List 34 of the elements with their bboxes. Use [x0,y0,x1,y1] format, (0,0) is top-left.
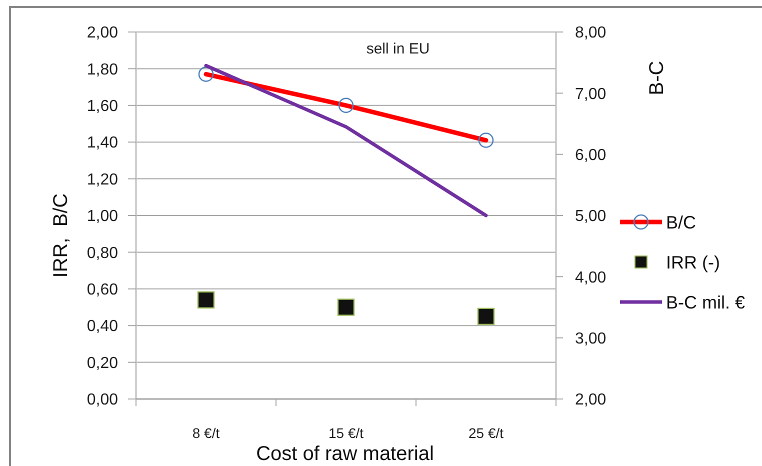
y2-tick-label: 6,00 [575,146,606,164]
annotation: sell in EU [366,40,430,58]
y-tick-label: 0,00 [86,392,118,409]
y2-tick-label: 4,00 [575,269,606,286]
y-tick-label: 2,00 [86,24,118,42]
y-tick-label: 1,40 [86,134,118,152]
y2-tick-label: 8,00 [575,24,606,42]
legend-label: B/C [666,212,696,232]
point [338,98,354,114]
point [477,308,495,326]
x-tick-label: 8 €/t [192,424,220,441]
point [198,66,214,82]
y2-axis-title: B-C [646,60,668,96]
y-tick-label: 0,80 [86,244,118,262]
y2-tick-label: 2,00 [575,392,606,409]
y-tick-label: 1,80 [86,61,118,78]
y-tick-label: 0,40 [86,318,118,336]
x-tick-label: 25 €/t [468,424,504,441]
y2-tick-label: 3,00 [575,330,606,348]
y-axis-title: IRR, B/C [50,193,72,278]
legend-label: IRR (-) [666,252,720,272]
y-tick-label: 1,20 [86,171,118,188]
y-tick-label: 1,00 [86,208,118,226]
y2-tick-label: 5,00 [575,208,606,226]
y-tick-label: 1,60 [86,98,118,115]
point [337,298,355,316]
legend-label: B-C mil. € [666,292,746,312]
x-tick-label: 15 €/t [328,424,364,441]
y-tick-label: 0,60 [86,282,118,298]
point [478,132,494,148]
y-tick-label: 0,20 [86,354,118,372]
x-axis-title: Cost of raw material [256,443,434,465]
point [197,291,215,309]
y2-tick-label: 7,00 [575,86,606,103]
